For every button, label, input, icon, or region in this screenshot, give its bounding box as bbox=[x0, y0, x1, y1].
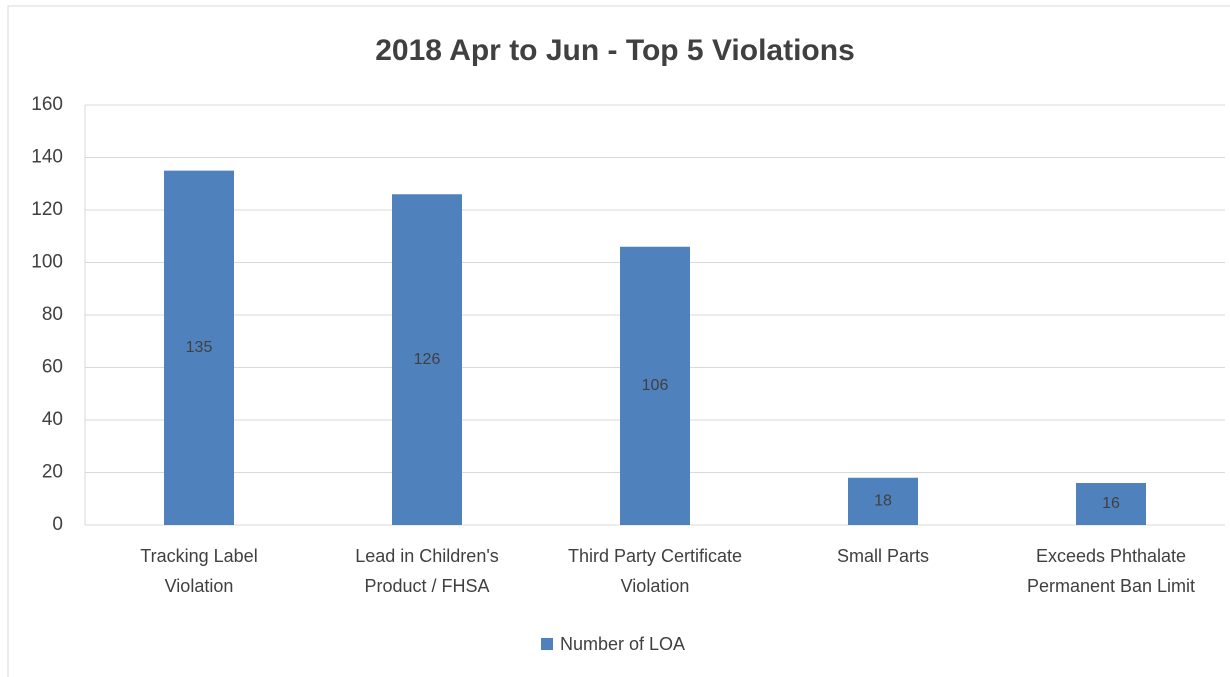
y-tick-label: 40 bbox=[42, 409, 63, 430]
data-label: 135 bbox=[186, 339, 213, 356]
y-tick-label: 80 bbox=[42, 304, 63, 325]
y-tick-label: 20 bbox=[42, 462, 63, 483]
bar bbox=[1076, 483, 1146, 525]
data-label: 106 bbox=[642, 377, 669, 394]
y-tick-label: 0 bbox=[52, 514, 63, 535]
bar bbox=[164, 170, 234, 525]
y-tick-label: 60 bbox=[42, 357, 63, 378]
data-label: 18 bbox=[874, 493, 892, 510]
chart-title: 2018 Apr to Jun - Top 5 Violations bbox=[375, 34, 855, 67]
y-tick-label: 160 bbox=[31, 94, 63, 115]
data-label: 16 bbox=[1102, 495, 1120, 512]
legend-swatch bbox=[541, 638, 553, 650]
bar bbox=[392, 194, 462, 525]
data-label: 126 bbox=[414, 351, 441, 368]
x-tick-label: Lead in Children's Product / FHSA bbox=[355, 546, 499, 596]
x-tick-label: Exceeds Phthalate Permanent Ban Limit bbox=[1027, 546, 1195, 596]
x-tick-label: Third Party Certificate Violation bbox=[568, 546, 742, 596]
bar bbox=[620, 246, 690, 525]
y-tick-label: 140 bbox=[31, 147, 63, 168]
x-tick-label: Small Parts bbox=[837, 546, 929, 566]
y-tick-label: 100 bbox=[31, 252, 63, 273]
y-tick-label: 120 bbox=[31, 199, 63, 220]
x-tick-label: Tracking Label Violation bbox=[140, 546, 257, 596]
bar bbox=[848, 477, 918, 525]
legend-label: Number of LOA bbox=[560, 634, 685, 654]
